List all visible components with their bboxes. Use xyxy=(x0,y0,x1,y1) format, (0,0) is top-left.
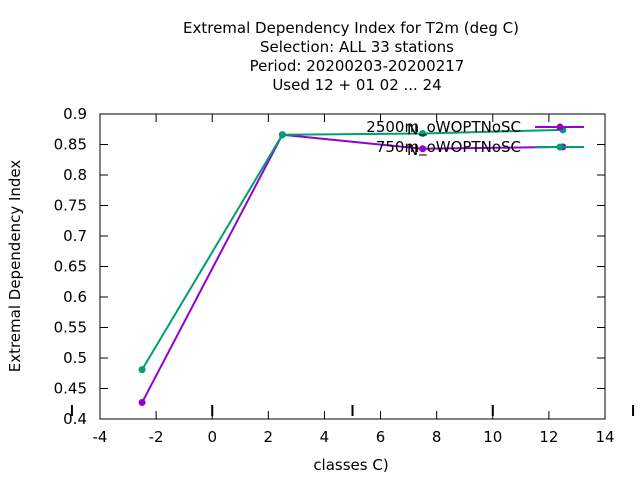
y-axis-label: Extremal Dependency Index xyxy=(6,160,24,373)
n-label: N xyxy=(407,121,418,139)
data-point xyxy=(138,399,146,407)
chart-title: Extremal Dependency Index for T2m (deg C… xyxy=(183,19,519,94)
x-tick-label: 6 xyxy=(376,428,386,446)
data-point xyxy=(278,131,286,139)
y-tick-label: 0.9 xyxy=(63,105,87,123)
x-tick-label: -2 xyxy=(149,428,164,446)
y-tick-label: 0.75 xyxy=(54,197,87,215)
n-labels: NN xyxy=(407,121,418,159)
y-tick-label: 0.55 xyxy=(54,319,87,337)
y-axis: 0.4 0.45 0.5 0.55 0.6 0.65 0.7 0.75 0.8 0.85 0.9 xyxy=(54,105,605,428)
legend-label: 750m_oWOPTNoSC xyxy=(376,138,521,157)
title-line-1: Extremal Dependency Index for T2m (deg C… xyxy=(183,19,519,37)
data-point xyxy=(419,145,427,153)
legend-label: 2500m_oWOPTNoSC xyxy=(366,118,521,137)
data-point xyxy=(419,130,427,138)
y-tick-label: 0.5 xyxy=(63,349,87,367)
y-tick-label: 0.85 xyxy=(54,136,87,154)
series-layer xyxy=(138,126,567,407)
x-tick-label: 4 xyxy=(320,428,330,446)
y-tick-label: 0.8 xyxy=(63,166,87,184)
x-tick-label: 10 xyxy=(483,428,502,446)
title-line-2: Selection: ALL 33 stations xyxy=(260,38,454,56)
legend-marker xyxy=(556,123,564,131)
x-axis-label: classes C) xyxy=(313,456,388,474)
title-line-4: Used 12 + 01 02 ... 24 xyxy=(272,76,441,94)
n-label: N xyxy=(407,141,418,159)
legend-marker xyxy=(556,143,564,151)
series-line xyxy=(141,128,563,371)
y-tick-label: 0.6 xyxy=(63,288,87,306)
y-tick-label: 0.65 xyxy=(54,258,87,276)
y-tick-label: 0.45 xyxy=(54,380,87,398)
y-tick-label: 0.7 xyxy=(63,227,87,245)
x-tick-label: 8 xyxy=(432,428,442,446)
x-tick-label: 0 xyxy=(207,428,217,446)
x-axis: -4 -2 0 2 4 6 8 10 12 14 xyxy=(93,114,615,446)
y-tick-label: 0.4 xyxy=(63,410,87,428)
series-line xyxy=(141,133,563,403)
axis-decorations xyxy=(70,405,635,416)
plot-border xyxy=(99,113,606,420)
x-tick-label: -4 xyxy=(93,428,108,446)
x-tick-label: 2 xyxy=(264,428,274,446)
title-line-3: Period: 20200203-20200217 xyxy=(250,57,465,75)
x-tick-label: 14 xyxy=(595,428,614,446)
data-point xyxy=(138,366,146,374)
x-tick-label: 12 xyxy=(539,428,558,446)
